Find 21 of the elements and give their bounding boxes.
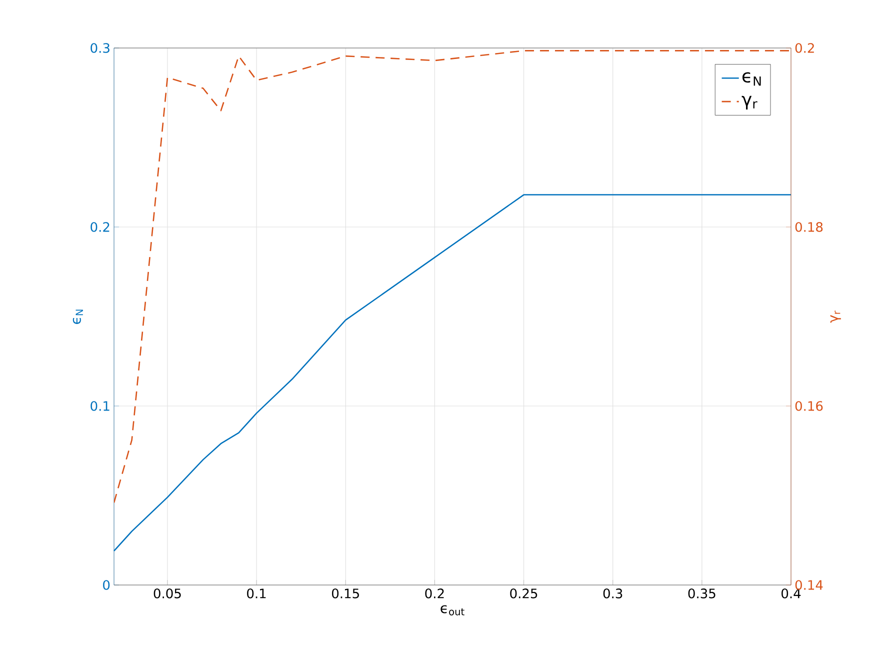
x-tick-label: 0.2 bbox=[425, 588, 444, 598]
x-axis-title: ϵ$_{out}$ bbox=[440, 605, 464, 616]
x-tick-label: 0.35 bbox=[688, 588, 716, 598]
x-tick-label: 0.1 bbox=[247, 588, 266, 598]
y2-tick-label: 0.18 bbox=[795, 222, 823, 232]
y2-tick-label: 0.14 bbox=[795, 580, 823, 590]
y2-axis-title: γ$_{r}$ bbox=[830, 310, 841, 323]
y-tick-label: 0.2 bbox=[90, 222, 110, 232]
x-tick-label: 0.25 bbox=[510, 588, 538, 598]
y-tick-label: 0 bbox=[103, 580, 110, 590]
y-tick-label: 0.1 bbox=[90, 401, 110, 411]
y-tick-label: 0.3 bbox=[90, 43, 110, 53]
x-tick-label: 0.3 bbox=[603, 588, 622, 598]
x-tick-label: 0.05 bbox=[154, 588, 181, 598]
y2-tick-label: 0.2 bbox=[795, 43, 814, 53]
x-tick-label: 0.15 bbox=[332, 588, 359, 598]
legend-label: ϵ$_{N}$ bbox=[742, 72, 761, 86]
y-axis-title: ϵ$_{N}$ bbox=[72, 310, 83, 324]
y2-tick-label: 0.16 bbox=[795, 401, 823, 411]
x-tick-label: 0.4 bbox=[782, 588, 801, 598]
legend-label: γ$_{r}$ bbox=[742, 96, 758, 110]
